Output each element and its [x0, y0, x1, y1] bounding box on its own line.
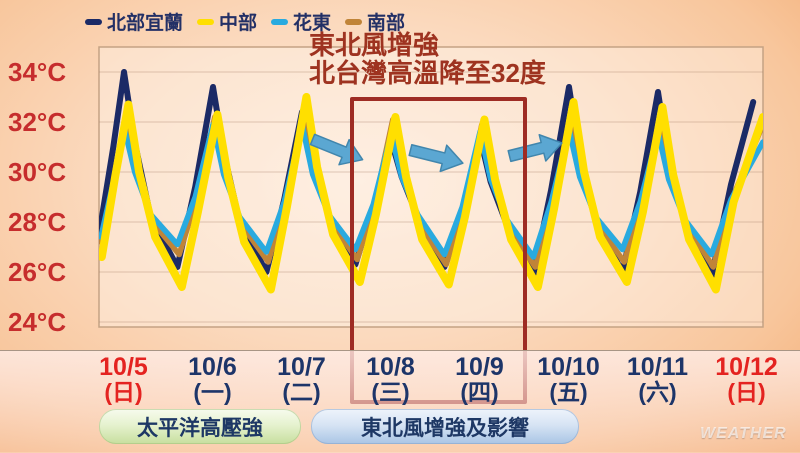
legend-swatch-icon	[197, 18, 215, 25]
legend-item-南部: 南部	[345, 8, 405, 35]
y-axis-label: 30°C	[8, 157, 67, 187]
x-axis: 10/5 (日) 10/6 (一) 10/7 (二) 10/8 (三) 10/9 (四) 10/10…	[79, 354, 791, 404]
x-axis-day-10/9: 10/9 (四)	[435, 354, 524, 404]
weekday-label: (一)	[193, 379, 232, 405]
annotation-line-2: 北台灣高溫降至32度	[309, 58, 546, 88]
x-axis-day-10/7: 10/7 (二)	[257, 354, 346, 404]
y-axis-label: 24°C	[8, 307, 67, 337]
legend-label: 北部宜蘭	[107, 13, 184, 34]
date-label: 10/7	[277, 353, 326, 381]
weekday-label: (日)	[104, 379, 143, 405]
y-axis-label: 28°C	[8, 207, 67, 237]
x-axis-day-10/6: 10/6 (一)	[168, 354, 257, 404]
legend-label: 中部	[219, 13, 258, 34]
watermark-logo: WEATHER	[700, 425, 787, 442]
date-label: 10/12	[715, 353, 778, 381]
weekday-label: (二)	[282, 379, 321, 405]
legend-swatch-icon	[271, 18, 289, 25]
legend-swatch-icon	[345, 18, 363, 25]
callout-pacific-high-label: 太平洋高壓強	[137, 416, 263, 440]
legend-item-北部宜蘭: 北部宜蘭	[85, 8, 183, 35]
legend-swatch-icon	[85, 18, 102, 25]
x-axis-day-10/5: 10/5 (日)	[79, 354, 168, 404]
weekday-label: (五)	[549, 379, 588, 405]
date-label: 10/8	[366, 353, 415, 381]
legend-label: 南部	[367, 13, 406, 34]
legend-item-花東: 花東	[271, 8, 331, 35]
date-label: 10/9	[455, 353, 504, 381]
weekday-label: (日)	[727, 379, 766, 405]
x-axis-day-10/12: 10/12 (日)	[702, 354, 791, 404]
date-label: 10/11	[626, 353, 689, 381]
weekday-label: (四)	[460, 379, 499, 405]
date-label: 10/6	[188, 353, 237, 381]
callout-northeast-wind: 東北風增強及影響	[311, 409, 579, 444]
callout-pacific-high: 太平洋高壓強	[99, 409, 301, 444]
x-axis-day-10/8: 10/8 (三)	[346, 354, 435, 404]
annotation-line-1: 東北風增強	[309, 30, 440, 60]
flow-arrow-icon	[507, 133, 563, 163]
y-axis-label: 32°C	[8, 107, 67, 137]
legend-item-中部: 中部	[197, 8, 257, 35]
weekday-label: (三)	[371, 379, 410, 405]
y-axis-label: 34°C	[8, 57, 67, 87]
x-axis-day-10/10: 10/10 (五)	[524, 354, 613, 404]
legend-label: 花東	[293, 13, 332, 34]
date-label: 10/5	[99, 353, 148, 381]
y-axis-label: 26°C	[8, 257, 67, 287]
date-label: 10/10	[537, 353, 600, 381]
series-line-中部	[99, 93, 763, 294]
weekday-label: (六)	[638, 379, 677, 405]
legend: 北部宜蘭 中部 花東 南部	[85, 8, 405, 35]
x-axis-day-10/11: 10/11 (六)	[613, 354, 702, 404]
chart-annotation: 東北風增強 北台灣高溫降至32度	[309, 31, 546, 87]
flow-arrow-icon	[408, 143, 464, 173]
callout-northeast-wind-label: 東北風增強及影響	[361, 416, 529, 440]
series-lines	[99, 69, 763, 294]
